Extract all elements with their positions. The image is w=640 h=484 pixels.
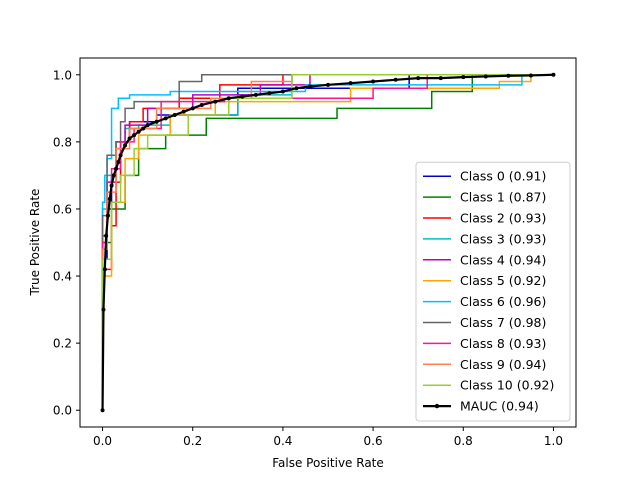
mauc-marker	[213, 99, 218, 104]
legend-label: Class 2 (0.93)	[460, 211, 546, 226]
x-axis-label: False Positive Rate	[272, 456, 384, 470]
mauc-marker	[102, 267, 107, 272]
legend-label: Class 1 (0.87)	[460, 190, 546, 205]
mauc-marker	[371, 79, 376, 84]
mauc-marker	[116, 159, 121, 164]
y-tick-label: 0.2	[53, 337, 72, 351]
series-line-class-7-0-98	[101, 74, 554, 411]
legend-label: Class 6 (0.96)	[460, 294, 546, 309]
mauc-marker	[101, 307, 106, 312]
y-tick-label: 0.0	[53, 404, 72, 418]
mauc-marker	[107, 196, 112, 201]
mauc-marker	[280, 89, 285, 94]
mauc-marker	[172, 113, 177, 118]
mauc-marker	[326, 82, 330, 87]
mauc-marker	[181, 109, 186, 114]
legend: Class 0 (0.91) Class 1 (0.87) Class 2 (0.9…	[415, 161, 571, 422]
y-axis-label: True Positive Rate	[28, 189, 42, 297]
mauc-marker	[416, 76, 421, 81]
legend-box	[415, 161, 571, 422]
mauc-marker	[145, 123, 150, 128]
mauc-marker	[199, 102, 204, 107]
mauc-marker	[114, 166, 119, 171]
series-line-class-10-0-92	[101, 74, 554, 411]
series-line-class-9-0-94	[101, 74, 554, 411]
mauc-marker	[109, 183, 114, 188]
x-tick-label: 0.6	[364, 434, 383, 448]
mauc-marker	[267, 91, 272, 96]
mauc-marker	[240, 94, 245, 99]
mauc-marker	[190, 106, 195, 111]
mauc-marker	[100, 408, 105, 413]
x-tick-label: 0.2	[183, 434, 202, 448]
x-tick-label: 1.0	[544, 434, 563, 448]
plot-frame	[79, 57, 577, 428]
legend-label: Class 5 (0.92)	[460, 273, 546, 288]
legend-label: MAUC (0.94)	[460, 399, 539, 414]
series-lines	[100, 72, 556, 413]
mauc-marker	[154, 119, 159, 124]
mauc-marker	[438, 76, 443, 81]
mauc-marker	[123, 143, 128, 148]
y-tick-label: 0.4	[53, 270, 72, 284]
x-tick-label: 0.4	[273, 434, 292, 448]
legend-label: Class 7 (0.98)	[460, 315, 546, 330]
mauc-marker	[348, 81, 353, 86]
mauc-marker	[136, 129, 141, 134]
y-tick-label: 0.8	[53, 135, 72, 149]
mauc-marker	[307, 84, 312, 89]
axis-ticks: 0.0 0.2 0.4 0.6 0.8 1.0 0.0 0.2 0.4 0.6 0.8 1.0	[53, 68, 563, 448]
mauc-marker	[393, 77, 398, 82]
mauc-marker	[461, 75, 466, 80]
mauc-marker	[105, 213, 110, 218]
legend-label: Class 9 (0.94)	[460, 357, 546, 372]
legend-label: Class 4 (0.94)	[460, 252, 546, 267]
x-tick-label: 0.8	[454, 434, 473, 448]
mauc-marker	[551, 72, 556, 77]
mauc-marker	[104, 233, 109, 238]
mauc-marker	[163, 116, 168, 121]
mauc-marker	[483, 74, 488, 79]
legend-label: Class 8 (0.93)	[460, 336, 546, 351]
legend-label: Class 10 (0.92)	[460, 378, 554, 393]
series-line-class-6-0-96	[101, 74, 554, 411]
legend-marker	[434, 403, 440, 409]
mauc-marker	[253, 92, 258, 97]
x-tick-label: 0.0	[93, 434, 112, 448]
mauc-marker	[141, 126, 146, 131]
y-tick-label: 0.6	[53, 202, 72, 216]
mauc-marker	[226, 96, 231, 101]
legend-label: Class 3 (0.93)	[460, 231, 546, 246]
mauc-marker	[132, 133, 137, 138]
mauc-marker	[111, 173, 116, 178]
mauc-marker	[528, 73, 533, 78]
mauc-marker	[294, 86, 299, 91]
legend-label: Class 0 (0.91)	[460, 169, 546, 184]
mauc-marker	[118, 153, 123, 158]
mauc-marker	[506, 73, 511, 78]
mauc-marker	[127, 136, 132, 141]
y-tick-label: 1.0	[53, 68, 72, 82]
